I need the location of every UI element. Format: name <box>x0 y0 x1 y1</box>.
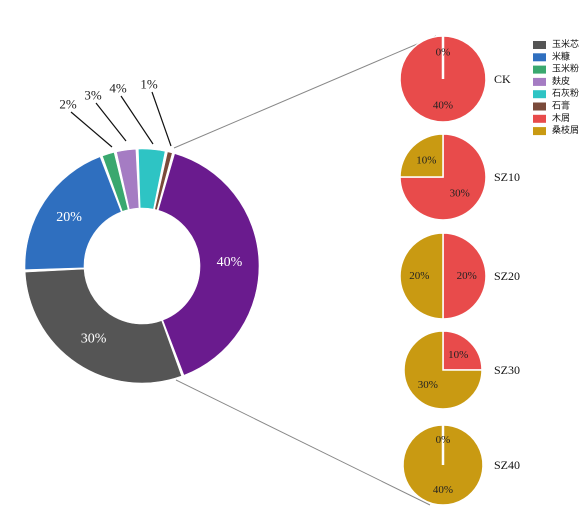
sub-pie-slice-label: 20% <box>409 270 429 282</box>
sub-pie-slice-label: 40% <box>433 484 453 496</box>
legend-label: 玉米粉 <box>552 63 579 75</box>
sub-pie-name: SZ20 <box>494 269 520 283</box>
donut-slice <box>154 151 173 211</box>
sub-pie-sz10: 30% 10% SZ10 <box>399 133 520 221</box>
legend-item: 石灰粉 <box>533 87 579 99</box>
donut-slice <box>101 152 129 212</box>
sub-pie-slice <box>399 232 444 320</box>
sub-pie-name: CK <box>494 72 511 86</box>
legend-swatch <box>533 65 546 74</box>
sub-pie-slice-label: 10% <box>416 154 436 166</box>
legend-swatch <box>533 77 546 86</box>
sub-pies: 40% 0% CK 30% 10% SZ10 20% 20% SZ20 10% 30% SZ30 40%… <box>399 35 520 506</box>
donut-slice <box>138 148 166 210</box>
donut-slice-label: 40% <box>217 255 243 270</box>
connector-line <box>175 379 431 506</box>
callout-leader-line <box>151 91 172 147</box>
legend-swatch <box>533 102 546 111</box>
sub-pie-slice-label: 0% <box>436 46 451 58</box>
callout-label: 1% <box>140 77 158 92</box>
callout-label: 4% <box>109 81 127 96</box>
donut-slice <box>116 148 140 210</box>
legend-label: 玉米芯 <box>552 38 579 50</box>
legend-label: 米糠 <box>552 50 570 62</box>
legend-item: 米糠 <box>533 50 570 62</box>
legend-item: 玉米芯 <box>533 38 579 50</box>
sub-pie-slice-label: 30% <box>418 379 438 391</box>
legend-label: 桑枝屑 <box>552 124 579 136</box>
legend-swatch <box>533 127 546 136</box>
connector-lines <box>173 35 437 506</box>
sub-pie-slice-label: 30% <box>450 188 470 200</box>
sub-pie-slice-label: 40% <box>433 100 453 112</box>
legend-label: 麸皮 <box>552 75 570 87</box>
small-slice-callouts: 1% 2% 3% 4% <box>59 77 172 148</box>
donut-slice <box>24 268 183 384</box>
callout-label: 3% <box>84 88 102 103</box>
legend-item: 木屑 <box>533 112 570 124</box>
donut-slice <box>157 153 260 376</box>
legend-item: 玉米粉 <box>533 63 579 75</box>
legend-swatch <box>533 53 546 62</box>
sub-pie-sz30: 10% 30% SZ30 <box>403 330 520 410</box>
legend-item: 麸皮 <box>533 75 570 87</box>
legend-swatch <box>533 114 546 123</box>
sub-pie-name: SZ30 <box>494 363 520 377</box>
legend-label: 石灰粉 <box>552 87 579 99</box>
sub-pie-slice <box>399 133 444 178</box>
sub-pie-sz20: 20% 20% SZ20 <box>399 232 520 320</box>
legend-item: 桑枝屑 <box>533 124 579 136</box>
callout-leader-line <box>120 95 154 145</box>
sub-pie-ck: 40% 0% CK <box>399 35 511 123</box>
sub-pie-slice <box>442 232 487 320</box>
callout-label: 2% <box>59 97 77 112</box>
connector-line <box>173 35 437 149</box>
donut-slice <box>24 156 122 270</box>
sub-pie-slice <box>403 330 483 410</box>
sub-pie-slice-label: 0% <box>436 434 451 446</box>
sub-pie-slice <box>442 330 483 371</box>
sub-pie-name: SZ10 <box>494 170 520 184</box>
donut-slice-label: 30% <box>81 331 107 346</box>
sub-pie-sz40: 40% 0% SZ40 <box>402 424 520 506</box>
sub-pie-name: SZ40 <box>494 458 520 472</box>
legend-swatch <box>533 90 546 99</box>
sub-pie-slice-label: 10% <box>448 349 468 361</box>
main-donut: 40% 30% 20% <box>24 148 260 384</box>
legend-label: 木屑 <box>552 112 570 124</box>
donut-slice-label: 20% <box>56 210 82 225</box>
sub-pie-slice-label: 20% <box>457 270 477 282</box>
legend-label: 石膏 <box>552 100 570 112</box>
callout-leader-line <box>70 111 113 148</box>
sub-pie-slice <box>399 133 487 221</box>
legend-item: 石膏 <box>533 100 570 112</box>
legend-swatch <box>533 41 546 49</box>
callout-leader-line <box>95 102 127 142</box>
